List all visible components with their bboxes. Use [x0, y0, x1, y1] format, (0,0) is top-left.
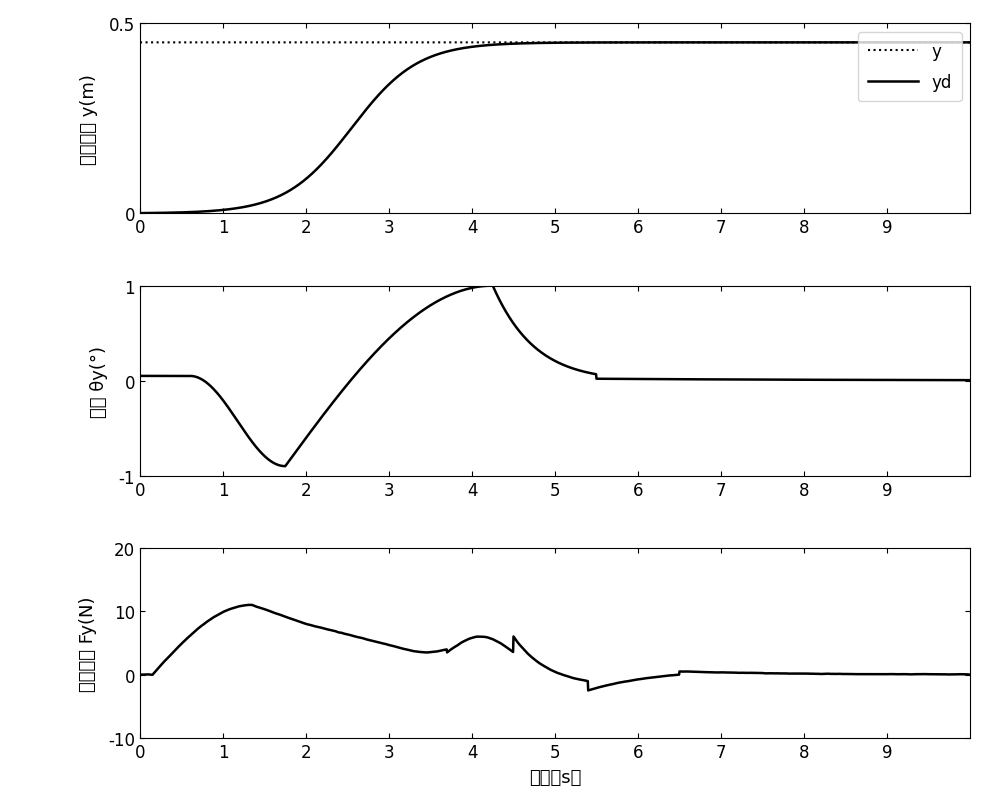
Y-axis label: 台车位移 y(m): 台车位移 y(m) — [80, 74, 98, 165]
y — [795, 38, 807, 48]
yd — [134, 209, 146, 219]
yd — [134, 209, 146, 219]
yd — [795, 38, 807, 48]
y — [679, 38, 691, 48]
yd — [964, 38, 976, 48]
X-axis label: 时间（s）: 时间（s） — [529, 768, 581, 786]
yd — [679, 38, 691, 48]
Line: yd: yd — [140, 43, 970, 214]
yd — [559, 39, 571, 49]
yd — [409, 61, 421, 71]
y — [964, 38, 976, 48]
Y-axis label: 控制输入 Fy(N): 控制输入 Fy(N) — [79, 595, 97, 691]
y — [752, 38, 764, 48]
Legend: y, yd: y, yd — [858, 32, 962, 102]
yd — [752, 38, 764, 48]
y — [409, 38, 421, 48]
y — [134, 38, 146, 48]
Y-axis label: 摆角 θy(°): 摆角 θy(°) — [90, 345, 108, 417]
y — [134, 38, 146, 48]
y — [559, 38, 571, 48]
